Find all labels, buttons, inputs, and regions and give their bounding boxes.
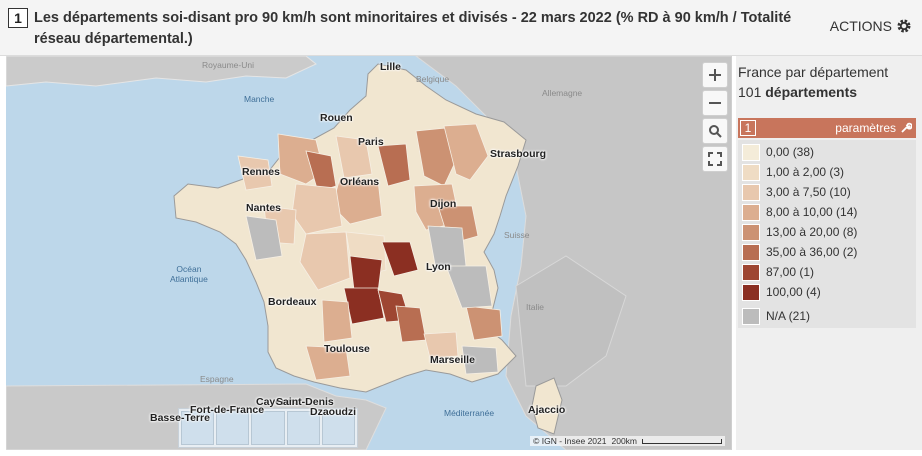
page-title: Les départements soi-disant pro 90 km/h … [34,10,792,47]
legend-item-label: 8,00 à 10,00 (14) [766,205,858,219]
region-label: Allemagne [542,88,583,98]
overseas-label: Basse-Terre [150,412,210,424]
wrench-icon [901,122,912,133]
search-map-button[interactable] [702,118,728,144]
legend-item[interactable]: 8,00 à 10,00 (14) [738,202,916,222]
map-attribution: © IGN - Insee 2021 200km [530,436,725,446]
city-label: Ajaccio [528,404,566,416]
overseas-insets [178,408,358,448]
legend-item-label: 0,00 (38) [766,145,815,159]
city-label: Strasbourg [490,148,547,160]
city-label: Rennes [242,166,280,178]
legend-count-number: 101 [738,84,762,100]
legend-item-label: 100,00 (4) [766,285,821,299]
legend-swatch [742,203,760,221]
plus-icon [709,69,721,81]
legend-title: France par département [738,64,889,80]
inset-martinique[interactable] [216,411,250,445]
legend-item-label: 87,00 (1) [766,265,815,279]
map-number-badge: 1 [8,8,28,28]
sea-label: Manche [244,94,275,104]
legend-item-label: 1,00 à 2,00 (3) [766,165,845,179]
parameters-label-wrap: paramètres [835,121,912,135]
region-label: Royaume-Uni [202,60,254,70]
legend-item[interactable]: 13,00 à 20,00 (8) [738,222,916,242]
overseas-label: Saint-Denis [276,396,334,408]
parameters-label: paramètres [835,121,896,135]
parameters-number: 1 [740,120,756,136]
scale-label: 200km [611,436,637,446]
attribution-text: © IGN - Insee 2021 [533,436,607,446]
city-label: Lille [380,61,402,73]
legend-item-label: 3,00 à 7,50 (10) [766,185,851,199]
sea-label: Méditerranée [444,408,495,418]
legend-item[interactable]: 0,00 (38) [738,142,916,162]
city-label: Rouen [320,112,353,124]
legend-item-label: N/A (21) [766,309,811,323]
header: 1 Les départements soi-disant pro 90 km/… [0,0,922,56]
actions-button[interactable]: ACTIONS [830,18,912,34]
legend-item[interactable]: 87,00 (1) [738,262,916,282]
legend-count: 101 départements [738,84,857,100]
city-label: Marseille [430,354,475,366]
legend-swatch [742,307,760,325]
legend-swatch [742,263,760,281]
city-label: Toulouse [324,343,370,355]
fullscreen-icon [708,152,722,166]
inset-guadeloupe[interactable] [181,411,215,445]
overseas-label: Dzaoudzi [310,406,357,418]
overseas-label: Cayenne [256,396,300,408]
legend-count-label: départements [765,84,858,100]
city-label: Paris [358,136,384,148]
legend-item-label: 35,00 à 36,00 (2) [766,245,858,259]
zoom-in-button[interactable] [702,62,728,88]
sea-label: Océan Atlantique [170,264,208,284]
minus-icon [709,102,721,104]
legend-swatch [742,283,760,301]
overseas-label: Fort-de-France [190,404,265,416]
legend-item[interactable]: 3,00 à 7,50 (10) [738,182,916,202]
city-label: Dijon [430,198,457,210]
legend-item[interactable]: 100,00 (4) [738,282,916,302]
legend-swatch [742,163,760,181]
legend-item[interactable]: 35,00 à 36,00 (2) [738,242,916,262]
department-shapes [237,123,503,381]
region-label: Belgique [416,74,450,84]
scale-bar [642,438,722,444]
legend-swatch [742,183,760,201]
map-canvas[interactable]: Royaume-Uni Belgique Allemagne Suisse It… [6,56,732,450]
city-label: Orléans [340,176,380,188]
parameters-bar[interactable]: 1 paramètres [738,118,916,138]
inset-reunion[interactable] [286,411,320,445]
region-label: Italie [526,302,544,312]
legend-swatch [742,143,760,161]
city-label: Nantes [246,202,282,214]
legend-classes: 0,00 (38) 1,00 à 2,00 (3) 3,00 à 7,50 (10)… [738,140,916,328]
legend-item-label: 13,00 à 20,00 (8) [766,225,858,239]
region-label: Espagne [200,374,234,384]
city-label: Bordeaux [268,296,317,308]
city-label: Lyon [426,261,451,273]
legend-item[interactable]: N/A (21) [738,306,916,326]
map-base [6,56,731,450]
legend-swatch [742,223,760,241]
search-icon [709,125,722,138]
actions-label: ACTIONS [829,18,892,34]
gear-icon [896,18,912,34]
zoom-out-button[interactable] [702,90,728,116]
fullscreen-button[interactable] [702,146,728,172]
legend-item[interactable]: 1,00 à 2,00 (3) [738,162,916,182]
inset-mayotte[interactable] [321,411,356,445]
inset-guyane[interactable] [251,411,285,445]
region-label: Suisse [504,230,530,240]
legend-swatch [742,243,760,261]
legend-panel: France par département 101 départements … [736,56,922,450]
